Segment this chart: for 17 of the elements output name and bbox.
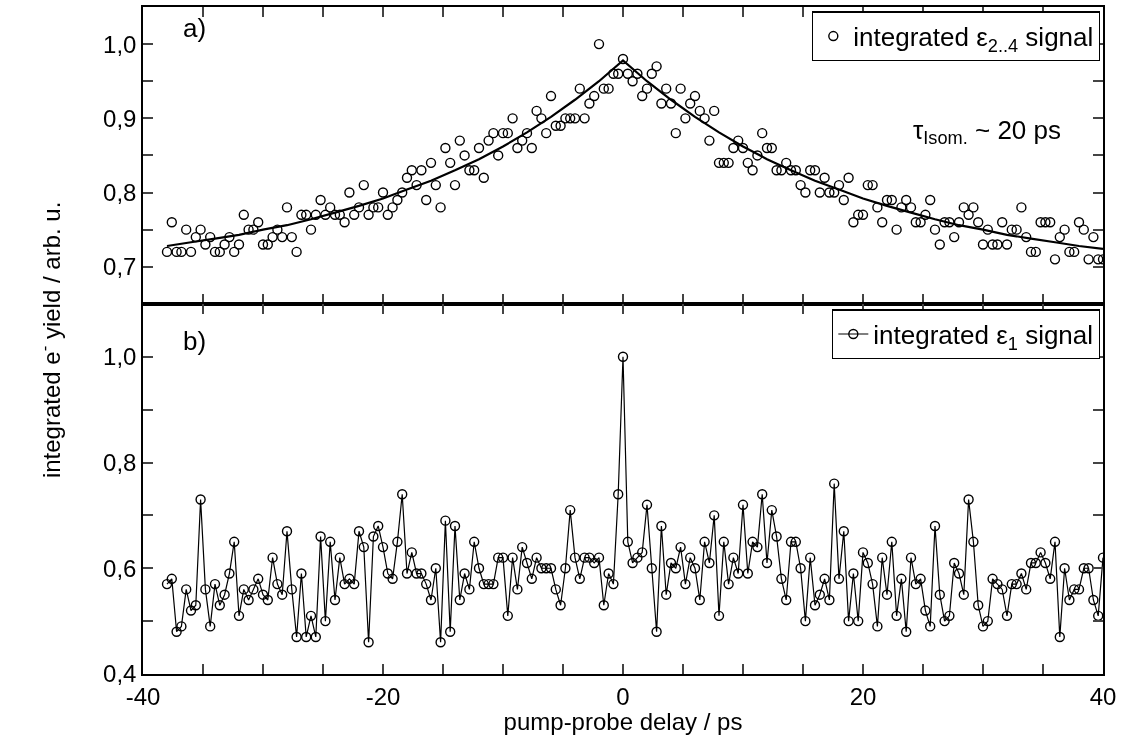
y-tick-label: 0,9 xyxy=(103,104,137,132)
legend-label: integrated ε$_{1}$ signal xyxy=(873,320,1094,354)
x-tick-label: 40 xyxy=(1089,682,1117,710)
y-tick-label: 0,6 xyxy=(103,554,137,582)
y-tick-label: 1,0 xyxy=(103,30,137,58)
y-tick-label: 1,0 xyxy=(103,343,137,371)
legend-label: integrated ε$_{2..4}$ signal xyxy=(853,22,1094,56)
y-tick-label: 0,8 xyxy=(103,448,137,476)
annotation: b) xyxy=(183,326,207,356)
annotation: a) xyxy=(183,13,207,43)
annotation: τ$_{Isom.}$ ~ 20 ps xyxy=(913,115,1061,149)
x-tick-label: 0 xyxy=(616,682,630,710)
x-tick-label: 20 xyxy=(849,682,877,710)
y-tick-label: 0,8 xyxy=(103,178,137,206)
x-tick-label: -20 xyxy=(365,682,401,710)
y-tick-label: 0,7 xyxy=(103,253,137,281)
x-axis-title: pump-probe delay / ps xyxy=(503,708,743,735)
